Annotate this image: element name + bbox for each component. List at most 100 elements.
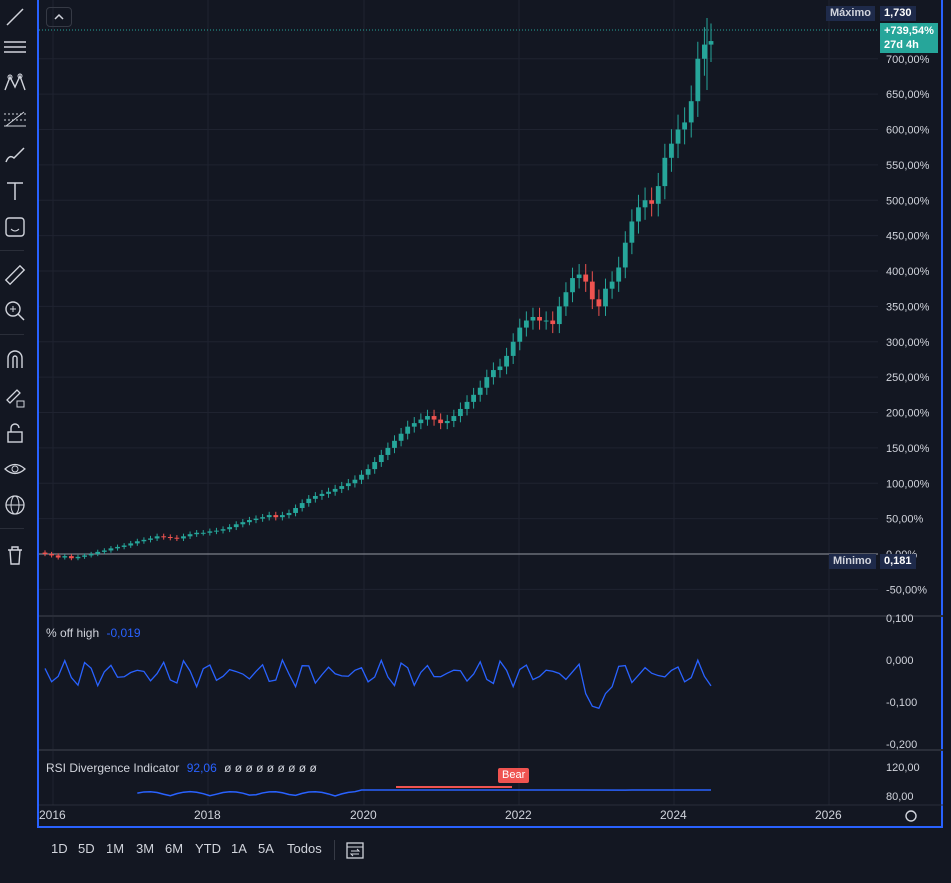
candle-body [306, 498, 312, 504]
zoom-in-icon[interactable] [0, 296, 30, 326]
tf-6m[interactable]: 6M [165, 841, 184, 856]
pattern-icon[interactable] [0, 68, 30, 98]
date-range-icon[interactable] [345, 840, 365, 860]
price-axis-label: 50,00% [886, 514, 924, 526]
candle-body [669, 143, 674, 158]
candle-body [682, 122, 688, 130]
max-value: 1,730 [880, 6, 916, 21]
candle-body [154, 536, 160, 539]
candle-body [636, 207, 641, 222]
off-high-title[interactable]: % off high [46, 626, 100, 640]
candle-body [517, 327, 523, 342]
brush-icon[interactable] [0, 140, 30, 170]
current-change-tag: +739,54% 27d 4h [880, 23, 938, 53]
candle-body [240, 522, 246, 525]
price-axis-label: 500,00% [886, 195, 930, 207]
price-axis-label: 350,00% [886, 301, 930, 313]
candle-body [312, 495, 318, 499]
bear-label: Bear [498, 768, 530, 783]
chevron-up-icon [54, 13, 64, 20]
tf-todos[interactable]: Todos [287, 841, 322, 856]
horizontal-lines-icon[interactable] [0, 32, 30, 62]
candle-body [708, 41, 714, 45]
candle-body [702, 44, 707, 59]
candle-body [596, 299, 602, 307]
candle-body [49, 554, 54, 556]
off-high-axis-label: -0,100 [886, 697, 917, 709]
candle-body [576, 274, 582, 279]
candle-body [688, 101, 694, 123]
candle-body [293, 508, 298, 513]
chart-canvas[interactable]: 700,00% 650,00% 600,00% 550,00% 500,00% 450,0… [0, 0, 951, 830]
off-high-axis-label: 0,000 [886, 655, 914, 667]
candle-body [425, 416, 430, 420]
off-high-value: -0,019 [106, 626, 141, 640]
lock-drawing-icon[interactable] [0, 382, 30, 412]
time-axis-label: 2018 [194, 808, 221, 822]
candle-body [55, 555, 61, 558]
candle-body [477, 387, 483, 395]
countdown: 27d 4h [884, 39, 919, 51]
candle-body [161, 536, 167, 538]
candle-body [273, 515, 279, 518]
candle-body [345, 483, 351, 487]
candle-body [497, 366, 503, 371]
candle-body [405, 426, 411, 434]
candle-body [655, 186, 661, 204]
rsi-title[interactable]: RSI Divergence Indicator [46, 761, 180, 775]
globe-icon[interactable] [0, 490, 30, 520]
candle-body [260, 517, 266, 519]
candle-body [629, 221, 635, 243]
tf-ytd[interactable]: YTD [195, 841, 221, 856]
price-axis-label: 650,00% [886, 89, 930, 101]
candle-body [431, 416, 437, 420]
candle-body [530, 316, 536, 321]
candle-body [583, 274, 589, 282]
price-axis-label: 250,00% [886, 372, 930, 384]
off-high-title-row: % off high -0,019 [46, 626, 141, 640]
settings-icon [905, 810, 917, 822]
tf-1a[interactable]: 1A [231, 841, 247, 856]
candle-body [365, 469, 371, 475]
candle-body [134, 541, 140, 544]
price-axis-label: 450,00% [886, 231, 930, 243]
price-axis-label: -50,00% [886, 584, 927, 596]
tf-5d[interactable]: 5D [78, 841, 95, 856]
candle-body [603, 288, 608, 307]
rsi-axis-label: 80,00 [886, 791, 914, 803]
collapse-button[interactable] [46, 7, 72, 27]
candle-body [62, 556, 68, 558]
candle-body [42, 552, 48, 554]
candle-body [537, 316, 542, 321]
emoji-sticker-icon[interactable] [0, 212, 30, 242]
off-high-line [44, 658, 712, 710]
eye-icon[interactable] [0, 454, 30, 484]
candle-body [510, 341, 516, 356]
fib-icon[interactable] [0, 104, 30, 134]
lock-icon[interactable] [0, 418, 30, 448]
ruler-icon[interactable] [0, 260, 30, 290]
candle-body [101, 550, 107, 552]
price-axis-label: 100,00% [886, 478, 930, 490]
candle-body [227, 527, 233, 530]
candle-body [642, 200, 648, 208]
tf-5a[interactable]: 5A [258, 841, 274, 856]
trash-icon[interactable] [0, 540, 30, 570]
price-axis-label: 550,00% [886, 160, 930, 172]
tf-3m[interactable]: 3M [136, 841, 155, 856]
candle-body [464, 401, 470, 409]
candle-body [214, 530, 219, 532]
candle-body [378, 454, 384, 463]
candle-body [563, 292, 569, 307]
candle-body [418, 419, 424, 424]
trend-line-icon[interactable] [0, 2, 30, 32]
candle-body [319, 493, 325, 496]
text-icon[interactable] [0, 176, 30, 206]
candle-body [253, 518, 259, 521]
candle-body [68, 556, 74, 559]
tf-1d[interactable]: 1D [51, 841, 68, 856]
time-axis-label: 2020 [350, 808, 377, 822]
rsi-value: 92,06 [186, 761, 217, 775]
tf-1m[interactable]: 1M [106, 841, 125, 856]
magnet-icon[interactable] [0, 344, 30, 374]
